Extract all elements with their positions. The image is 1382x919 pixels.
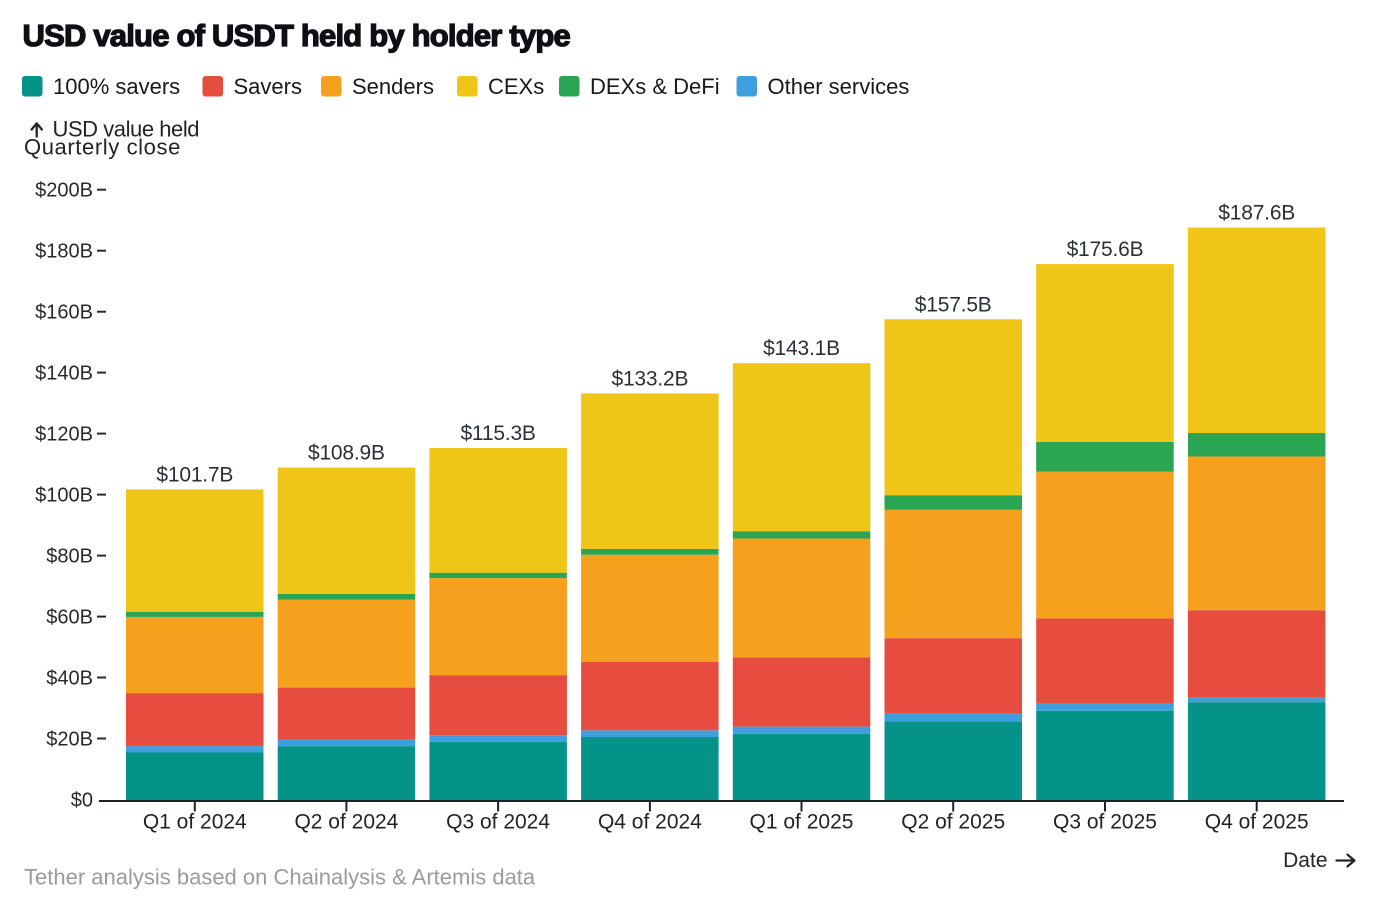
svg-text:Q1 of 2025: Q1 of 2025 (750, 811, 854, 834)
svg-text:Q3 of 2024: Q3 of 2024 (446, 811, 550, 834)
svg-text:Q2 of 2025: Q2 of 2025 (901, 811, 1005, 834)
svg-text:$180B: $180B (35, 241, 93, 263)
svg-text:Other services: Other services (768, 74, 910, 99)
svg-text:$143.1B: $143.1B (763, 337, 840, 360)
svg-text:Quarterly close: Quarterly close (24, 135, 181, 160)
svg-text:$40B: $40B (46, 668, 93, 690)
svg-text:$108.9B: $108.9B (308, 442, 385, 465)
svg-text:$100B: $100B (35, 485, 93, 507)
svg-text:$120B: $120B (35, 424, 93, 446)
svg-text:$187.6B: $187.6B (1218, 202, 1295, 225)
svg-text:Q4 of 2025: Q4 of 2025 (1205, 811, 1309, 834)
svg-text:$101.7B: $101.7B (156, 463, 233, 486)
svg-text:$200B: $200B (35, 180, 93, 202)
svg-text:USD value held: USD value held (53, 117, 200, 142)
svg-text:USD value of USDT held by hold: USD value of USDT held by holder type (23, 18, 571, 53)
svg-text:Q4 of 2024: Q4 of 2024 (598, 811, 702, 834)
svg-text:100% savers: 100% savers (53, 74, 180, 99)
svg-text:Savers: Savers (234, 74, 302, 99)
svg-text:$80B: $80B (46, 546, 93, 568)
svg-text:$175.6B: $175.6B (1067, 238, 1144, 261)
svg-text:$160B: $160B (35, 302, 93, 324)
svg-text:$0: $0 (71, 790, 93, 812)
svg-text:CEXs: CEXs (488, 74, 544, 99)
svg-text:$133.2B: $133.2B (611, 367, 688, 390)
svg-text:$60B: $60B (46, 607, 93, 629)
svg-text:Q1 of 2024: Q1 of 2024 (143, 811, 247, 834)
svg-text:DEXs & DeFi: DEXs & DeFi (590, 74, 720, 99)
svg-text:$157.5B: $157.5B (915, 293, 992, 316)
svg-text:Date: Date (1283, 849, 1327, 872)
svg-text:$20B: $20B (46, 729, 93, 751)
svg-text:Tether analysis based on Chain: Tether analysis based on Chainalysis & A… (24, 865, 536, 890)
svg-text:Senders: Senders (352, 74, 434, 99)
svg-text:$140B: $140B (35, 363, 93, 385)
svg-text:Q2 of 2024: Q2 of 2024 (294, 811, 398, 834)
svg-text:$115.3B: $115.3B (460, 422, 535, 445)
svg-text:Q3 of 2025: Q3 of 2025 (1053, 811, 1157, 834)
